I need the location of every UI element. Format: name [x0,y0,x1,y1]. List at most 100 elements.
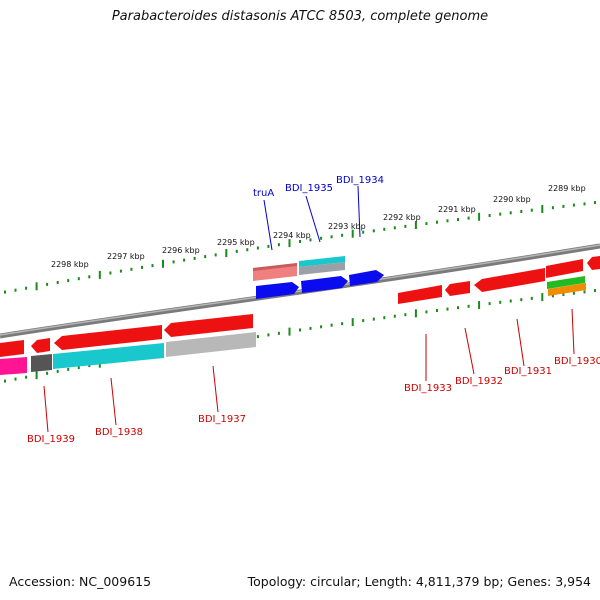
leader-BDI-1931 [516,318,525,367]
scale-minor-tick [14,288,17,292]
scale-minor-tick [309,326,312,330]
gene-BDI-1935[interactable] [299,256,345,267]
gene-red-small[interactable] [31,338,50,353]
gene-BDI-1931[interactable] [474,268,545,292]
scale-minor-tick [119,269,122,273]
gene-red-right-1[interactable] [546,259,583,278]
scale-minor-tick [551,294,554,298]
scale-minor-tick [488,302,491,306]
gene-blue-3[interactable] [349,270,384,286]
scale-minor-tick [46,282,49,286]
scale-minor-tick [277,243,280,247]
scale-major-tick [35,282,38,291]
reverse-genes [0,256,600,375]
kbp-label: 2293 kbp [328,222,366,231]
leader-BDI-1935 [305,195,321,243]
scale-major-tick [288,327,291,336]
gene-BDI-1932[interactable] [445,281,470,296]
scale-minor-tick [299,328,301,332]
gene-label-BDI-1937[interactable]: BDI_1937 [198,414,246,425]
gene-blue-1[interactable] [256,282,299,299]
kbp-label: 2290 kbp [493,195,531,204]
leader-BDI-1930 [571,308,575,355]
scale-minor-tick [267,244,270,248]
scale-major-tick [225,249,228,258]
gene-labels-top: truA BDI_1935 BDI_1934 [253,175,384,199]
gene-BDI-1937[interactable] [166,332,256,357]
scale-major-tick [478,301,481,309]
scale-minor-tick [204,255,207,259]
scale-minor-tick [436,220,438,224]
scale-minor-tick [509,211,512,215]
kbp-label: 2291 kbp [438,205,476,214]
gene-red-long-1[interactable] [54,325,162,350]
scale-major-tick [35,371,38,380]
leader-lines [43,185,575,433]
kbp-label: 2294 kbp [273,231,311,240]
gene-darkgrey[interactable] [31,354,52,372]
gene-label-BDI-1933[interactable]: BDI_1933 [404,383,452,394]
scale-major-tick [98,270,101,279]
scale-minor-tick [25,375,28,379]
scale-minor-tick [425,310,428,314]
scale-minor-tick [267,333,270,337]
scale-minor-tick [530,296,533,300]
scale-minor-tick [309,238,312,242]
scale-minor-tick [436,309,438,312]
scale-minor-tick [457,306,459,310]
gene-label-BDI-1932[interactable]: BDI_1932 [455,376,503,387]
gene-BDI-1938[interactable] [53,343,164,369]
scale-major-tick [414,309,417,318]
leader-truA [263,199,273,251]
scale-minor-tick [404,224,407,228]
scale-minor-tick [362,230,365,234]
scale-minor-tick [56,281,59,284]
scale-major-tick [478,212,481,221]
scale-minor-tick [141,265,143,269]
gene-red-long-2[interactable] [164,314,253,337]
gene-BDI-1935-lower[interactable] [299,262,345,275]
gene-BDI-1930-green[interactable] [547,276,585,289]
scale-major-tick [351,318,354,327]
kbp-label: 2297 kbp [107,252,145,261]
kbp-label: 2296 kbp [162,246,200,255]
scale-minor-tick [488,214,491,217]
scale-minor-tick [214,253,217,257]
scale-minor-tick [404,313,407,317]
scale-minor-tick [362,319,365,323]
gene-red-left-edge[interactable] [0,340,24,357]
gene-label-BDI-1939[interactable]: BDI_1939 [27,434,75,445]
scale-minor-tick [299,240,301,243]
gene-label-truA[interactable]: truA [253,188,274,199]
gene-magenta[interactable] [0,357,27,375]
gene-red-right-edge[interactable] [587,256,600,270]
kbp-label: 2289 kbp [548,184,586,193]
scale-minor-tick [88,364,91,368]
gene-truA-shade [253,263,297,271]
scale-minor-tick [372,229,375,233]
topology-text: Topology: circular; Length: 4,811,379 bp… [247,574,591,589]
gene-blue-2[interactable] [301,276,348,293]
scale-minor-tick [320,325,323,329]
gene-BDI-1933[interactable] [398,285,442,304]
gene-label-BDI-1938[interactable]: BDI_1938 [95,427,143,438]
scale-minor-tick [256,246,259,250]
scale-minor-tick [151,264,154,268]
scale-major-tick [541,205,544,213]
gene-label-BDI-1934[interactable]: BDI_1934 [336,175,384,186]
scale-minor-tick [446,219,449,223]
scale-minor-tick [383,316,386,320]
scale-minor-tick [88,275,91,279]
scale-minor-tick [67,279,70,283]
gene-label-BDI-1935[interactable]: BDI_1935 [285,183,333,194]
gene-label-BDI-1931[interactable]: BDI_1931 [504,366,552,377]
scale-minor-tick [109,271,112,275]
gene-BDI-1930-orange[interactable] [548,283,586,296]
leader-BDI-1932 [464,327,475,375]
scale-minor-tick [183,258,186,262]
scale-minor-tick [4,379,6,383]
scale-minor-tick [572,203,575,207]
scale-minor-tick [562,204,565,208]
gene-label-BDI-1930[interactable]: BDI_1930 [554,356,600,367]
